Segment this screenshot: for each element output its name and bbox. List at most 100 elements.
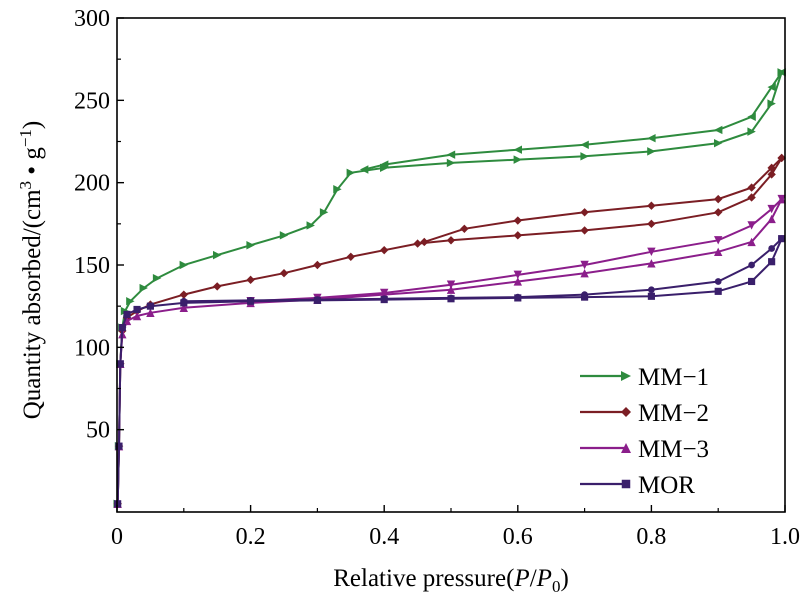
- data-point: [748, 261, 755, 269]
- legend-item: MM−2: [580, 400, 709, 427]
- data-point: [777, 194, 786, 204]
- data-point: [115, 442, 123, 450]
- x-tick-label: 0.4: [369, 524, 399, 550]
- data-point: [146, 308, 155, 317]
- y-tick-label: 200: [74, 171, 110, 197]
- y-axis-title: Quantity absorbed/(cm3 • g−1): [16, 121, 46, 420]
- legend-label: MM−3: [638, 436, 709, 463]
- data-point: [180, 297, 188, 305]
- data-point: [621, 443, 631, 453]
- data-point: [446, 280, 456, 289]
- data-point: [460, 224, 469, 233]
- data-point: [768, 245, 775, 252]
- data-point: [179, 303, 188, 313]
- legend-label: MOR: [638, 472, 695, 499]
- legend-label: MM−2: [638, 400, 709, 427]
- data-point: [152, 273, 162, 283]
- data-point: [580, 208, 589, 217]
- data-point: [647, 247, 656, 257]
- data-point: [380, 245, 389, 255]
- data-point: [279, 269, 289, 278]
- data-point: [513, 216, 522, 225]
- data-point: [346, 168, 355, 177]
- data-point: [777, 68, 786, 77]
- data-point: [446, 150, 456, 159]
- data-point: [246, 241, 255, 250]
- data-point: [647, 201, 656, 210]
- data-point: [647, 292, 655, 300]
- data-point: [580, 260, 589, 270]
- data-point: [580, 269, 589, 278]
- data-point: [767, 204, 776, 214]
- legend: MM−1 MM−2 MM−3 MOR: [580, 364, 709, 499]
- data-point: [333, 185, 342, 194]
- data-point: [306, 221, 315, 230]
- y-tick-label: 250: [74, 88, 110, 114]
- data-point: [714, 208, 723, 217]
- data-point: [314, 296, 321, 303]
- series-MOR: [114, 235, 786, 508]
- data-point: [246, 275, 255, 285]
- data-point: [123, 310, 131, 318]
- legend-item: MOR: [580, 472, 695, 499]
- data-point: [118, 324, 126, 332]
- data-point: [747, 112, 756, 121]
- data-point: [126, 297, 135, 306]
- x-tick-label: 0.8: [636, 524, 666, 550]
- data-point: [313, 260, 322, 270]
- data-point: [747, 237, 756, 247]
- data-point: [777, 153, 786, 163]
- data-point: [247, 297, 254, 304]
- y-tick-label: 300: [74, 6, 110, 32]
- data-point: [213, 250, 222, 260]
- data-point: [767, 170, 776, 179]
- data-point: [714, 247, 723, 257]
- data-point: [513, 277, 522, 286]
- data-point: [420, 237, 429, 247]
- data-point: [580, 152, 589, 161]
- data-point: [747, 221, 756, 230]
- data-point: [133, 305, 141, 314]
- data-point: [319, 208, 329, 217]
- data-point: [380, 160, 389, 169]
- data-point: [580, 140, 589, 149]
- x-tick-label: 1.0: [770, 524, 800, 550]
- data-point: [747, 193, 756, 202]
- data-point: [621, 371, 631, 381]
- data-point: [714, 194, 723, 204]
- data-point: [446, 236, 456, 245]
- data-point: [581, 291, 588, 299]
- data-point: [767, 82, 776, 92]
- data-point: [380, 288, 389, 298]
- data-point: [747, 127, 756, 136]
- data-point: [714, 236, 723, 245]
- data-point: [146, 302, 154, 310]
- x-axis: 0 0.2 0.4 0.6 0.8 1.0: [111, 505, 800, 550]
- data-point: [714, 278, 722, 285]
- data-point: [139, 283, 148, 293]
- y-axis: 50 100 150 200 250 300: [74, 6, 124, 444]
- data-point: [446, 285, 456, 294]
- x-axis-title: Relative pressure(P/P0): [333, 565, 569, 596]
- data-point: [179, 260, 188, 270]
- legend-item: MM−1: [580, 364, 709, 391]
- data-point: [513, 145, 522, 154]
- data-point: [767, 99, 776, 108]
- y-tick-label: 100: [74, 335, 110, 361]
- data-point: [647, 134, 656, 143]
- data-point: [380, 163, 389, 173]
- data-point: [767, 214, 776, 224]
- data-point: [768, 258, 776, 266]
- desorption-line: [183, 237, 783, 303]
- data-point: [647, 259, 656, 268]
- legend-label: MM−1: [638, 364, 709, 391]
- x-tick-label: 0.2: [236, 524, 266, 550]
- data-point: [621, 407, 631, 417]
- data-point: [413, 239, 422, 248]
- data-point: [648, 286, 655, 294]
- desorption-line: [363, 71, 783, 171]
- data-point: [513, 155, 522, 164]
- data-point: [747, 183, 756, 192]
- data-point: [514, 293, 522, 301]
